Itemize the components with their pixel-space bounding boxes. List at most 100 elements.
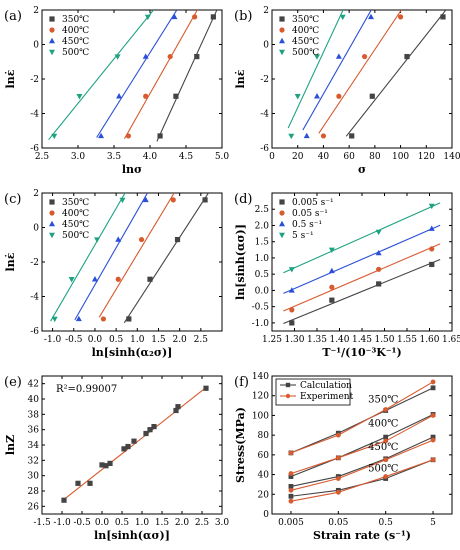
x-tick-label: 1.0: [130, 335, 145, 345]
series-line: [290, 436, 434, 487]
y-tick-label: -4: [260, 110, 269, 120]
data-point: [375, 229, 382, 236]
x-tick-label: -1.5: [33, 518, 51, 528]
data-point: [167, 53, 173, 60]
x-tick-label: 1.5: [151, 335, 166, 345]
data-point: [430, 437, 436, 443]
y-tick-label: 100: [252, 411, 269, 421]
x-tick-label: 5: [430, 518, 436, 528]
legend-label: 500℃: [62, 231, 89, 241]
y-tick-label: 40: [28, 395, 40, 405]
x-tick-label: 0.05: [328, 518, 348, 528]
x-tick-label: 1.40: [329, 335, 349, 345]
y-tick-label: 38: [28, 410, 40, 420]
plot-area: [287, 10, 447, 140]
data-point: [107, 460, 113, 466]
x-axis-label: ln[sinh(α₂σ)]: [92, 346, 173, 359]
y-tick-label: 26: [28, 502, 40, 512]
legend-label: 400℃: [292, 26, 319, 36]
series-line: [290, 439, 434, 491]
y-tick-label: 0: [33, 224, 39, 234]
y-axis-label: Stress(MPa): [234, 407, 247, 483]
legend-marker: [279, 199, 285, 205]
data-point: [51, 133, 58, 140]
x-tick-label: 1.25: [262, 335, 282, 345]
fit-line: [96, 10, 178, 138]
data-point: [116, 93, 123, 99]
data-point: [194, 53, 200, 60]
data-point: [75, 315, 82, 322]
y-tick-label: 0: [33, 41, 39, 51]
data-point: [339, 14, 346, 21]
data-point: [288, 487, 294, 493]
data-point: [288, 267, 295, 273]
y-tick-label: 42: [28, 380, 39, 390]
data-point: [397, 14, 404, 20]
legend-marker: [279, 220, 285, 227]
legend-label: 350℃: [62, 198, 89, 208]
y-tick-label: 20: [258, 490, 270, 500]
y-tick-label: 34: [28, 441, 40, 451]
x-axis-label: T⁻¹/(10⁻³K⁻¹): [322, 346, 401, 359]
x-axis-label: σ: [358, 163, 366, 176]
legend-marker: [49, 49, 55, 56]
data-point: [288, 133, 295, 140]
x-tick-label: 0: [269, 152, 275, 162]
legend-label: 350℃: [62, 15, 89, 25]
panel-label: (d): [234, 192, 252, 207]
legend-marker: [279, 210, 285, 216]
data-point: [68, 277, 75, 283]
x-tick-label: 2.5: [195, 518, 210, 528]
data-point: [428, 203, 435, 210]
data-point: [114, 54, 121, 60]
data-point: [335, 489, 341, 495]
legend-label: 400℃: [62, 26, 89, 36]
data-point: [314, 93, 320, 99]
fit-line: [74, 193, 149, 321]
y-axis-label: lnε̇: [234, 69, 247, 88]
data-point: [173, 407, 179, 414]
data-point: [320, 133, 327, 139]
plot-area: [288, 379, 436, 504]
y-tick-label: -0.5: [252, 303, 270, 313]
legend-label: 0.05 s⁻¹: [292, 209, 328, 219]
y-tick-label: 36: [28, 426, 40, 436]
data-point: [125, 443, 131, 450]
data-point: [369, 93, 375, 99]
y-axis-label: lnZ: [4, 435, 17, 455]
fit-line: [283, 224, 441, 294]
data-point: [288, 471, 294, 476]
x-tick-label: 1.65: [442, 335, 460, 345]
legend-label: 0.5 s⁻¹: [292, 220, 322, 230]
legend-label: 5 s⁻¹: [292, 231, 314, 241]
legend-marker: [49, 210, 55, 216]
y-tick-label: 1.0: [255, 254, 270, 264]
x-tick-label: 80: [369, 152, 381, 162]
data-point: [210, 14, 216, 20]
x-tick-label: 0.0: [88, 335, 103, 345]
data-point: [144, 14, 151, 21]
data-point: [143, 430, 149, 437]
x-tick-label: 1.5: [155, 518, 170, 528]
y-tick-label: -2: [260, 75, 269, 85]
data-point: [147, 276, 153, 282]
x-axis-label: Strain rate (s⁻¹): [313, 529, 411, 542]
fit-line: [283, 259, 441, 324]
data-point: [349, 133, 355, 139]
legend-label: 400℃: [62, 209, 89, 219]
fit-line: [123, 10, 198, 140]
data-point: [61, 497, 67, 503]
fit-line: [287, 10, 344, 129]
y-tick-label: 140: [252, 372, 269, 382]
data-point: [404, 53, 410, 60]
y-tick-label: 2.5: [255, 205, 270, 215]
data-point: [430, 379, 436, 385]
fit-line: [302, 10, 372, 131]
data-point: [175, 404, 181, 410]
legend-label: Calculation: [300, 381, 352, 391]
plot-area: [283, 202, 441, 326]
series-line: [290, 413, 434, 478]
data-point: [171, 13, 178, 20]
